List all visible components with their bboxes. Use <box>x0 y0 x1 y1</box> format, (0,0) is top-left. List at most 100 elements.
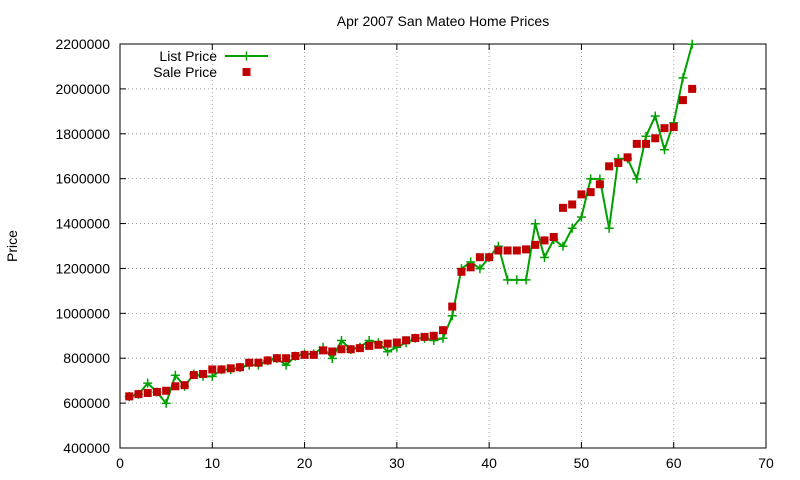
y-tick-label: 2000000 <box>55 81 110 97</box>
sale-price-point <box>291 351 300 360</box>
grid <box>120 44 766 448</box>
y-tick-label: 1400000 <box>55 216 110 232</box>
sale-price-point <box>402 336 411 345</box>
sale-price-point <box>134 390 143 399</box>
sale-price-point <box>475 253 484 262</box>
x-tick-label: 50 <box>574 455 590 471</box>
sale-price-point <box>494 246 503 255</box>
sale-price-point <box>568 200 577 209</box>
legend-label: List Price <box>159 48 217 64</box>
sale-price-point <box>503 246 512 255</box>
y-tick-label: 600000 <box>63 395 110 411</box>
sale-price-point <box>180 381 189 390</box>
list-price-point <box>567 223 577 233</box>
sale-price-point <box>614 158 623 167</box>
sale-price-point <box>254 358 263 367</box>
sale-price-point <box>448 302 457 311</box>
sale-price-point <box>300 350 309 359</box>
sale-price-point <box>208 365 217 374</box>
sale-price-point <box>522 245 531 254</box>
sale-price-point <box>272 354 281 363</box>
sale-price-point <box>577 190 586 199</box>
list-price-point <box>447 311 457 321</box>
plot-frame <box>119 43 767 449</box>
sale-price-point <box>125 392 134 401</box>
y-tick-label: 1600000 <box>55 171 110 187</box>
list-price-point <box>687 39 697 49</box>
sale-price-point <box>651 134 660 143</box>
sale-price-point <box>512 246 521 255</box>
sale-price-point <box>531 240 540 249</box>
list-price-point <box>632 174 642 184</box>
list-price-point <box>659 145 669 155</box>
sale-price-point <box>309 350 318 359</box>
sale-price-point <box>365 341 374 350</box>
list-price-point <box>161 398 171 408</box>
sale-price-point <box>540 236 549 245</box>
legend-plus-marker <box>242 51 251 61</box>
sale-price-point <box>605 162 614 171</box>
legend-square-marker <box>242 68 251 76</box>
y-tick-label: 1800000 <box>55 126 110 142</box>
sale-price-point <box>595 180 604 189</box>
sale-price-point <box>199 369 208 378</box>
list-price-point <box>540 252 550 262</box>
sale-price-point <box>411 334 420 343</box>
list-price-point <box>641 131 651 141</box>
legend-label: Sale Price <box>153 64 217 80</box>
sale-price-point <box>439 326 447 335</box>
list-price-point <box>521 275 531 285</box>
sale-price-point <box>319 346 328 355</box>
sale-price-point <box>383 339 392 348</box>
sale-price-point <box>143 389 152 398</box>
sale-price-point <box>263 356 272 365</box>
sale-price-point <box>346 345 355 354</box>
sale-price-point <box>162 386 171 395</box>
sale-price-point <box>189 371 198 380</box>
list-price-point <box>530 219 540 229</box>
y-axis-label: Price <box>4 230 20 262</box>
sale-price-point <box>337 345 346 354</box>
list-price-point <box>586 174 596 184</box>
list-price-point <box>678 73 688 83</box>
sale-price-point <box>558 203 567 212</box>
list-price-point <box>383 347 393 357</box>
list-price-point <box>170 370 180 380</box>
y-tick-label: 400000 <box>63 440 110 456</box>
x-tick-label: 40 <box>481 455 497 471</box>
sale-price-point <box>429 331 438 340</box>
list-price-point <box>650 111 660 121</box>
list-price-point <box>604 223 614 233</box>
plot-area <box>124 39 697 408</box>
y-tick-label: 800000 <box>63 350 110 366</box>
sale-price-point <box>171 382 180 391</box>
sale-price-point <box>457 267 466 276</box>
list-price-point <box>336 335 346 345</box>
list-price-point <box>438 333 448 343</box>
sale-price-point <box>642 139 651 148</box>
sale-price-point <box>466 263 475 272</box>
sale-price-point <box>245 358 254 367</box>
sale-price-point <box>328 347 337 356</box>
sale-price-point <box>374 340 383 349</box>
sale-price-point <box>217 365 226 374</box>
sale-price-point <box>623 153 632 162</box>
list-price-point <box>576 212 586 222</box>
sale-price-point <box>152 387 161 396</box>
list-price-point <box>558 241 568 251</box>
list-price-point <box>503 275 513 285</box>
sale-price-point <box>485 253 494 262</box>
sale-price-point <box>392 338 401 347</box>
x-tick-label: 60 <box>666 455 682 471</box>
list-price-point <box>475 264 485 274</box>
y-tick-label: 2200000 <box>55 36 110 52</box>
x-tick-label: 30 <box>389 455 405 471</box>
y-tick-label: 1200000 <box>55 260 110 276</box>
sale-price-point <box>669 123 678 132</box>
sale-price-point <box>586 188 595 197</box>
sale-price-point <box>678 96 687 105</box>
list-price-point <box>143 378 153 388</box>
x-tick-label: 20 <box>297 455 313 471</box>
